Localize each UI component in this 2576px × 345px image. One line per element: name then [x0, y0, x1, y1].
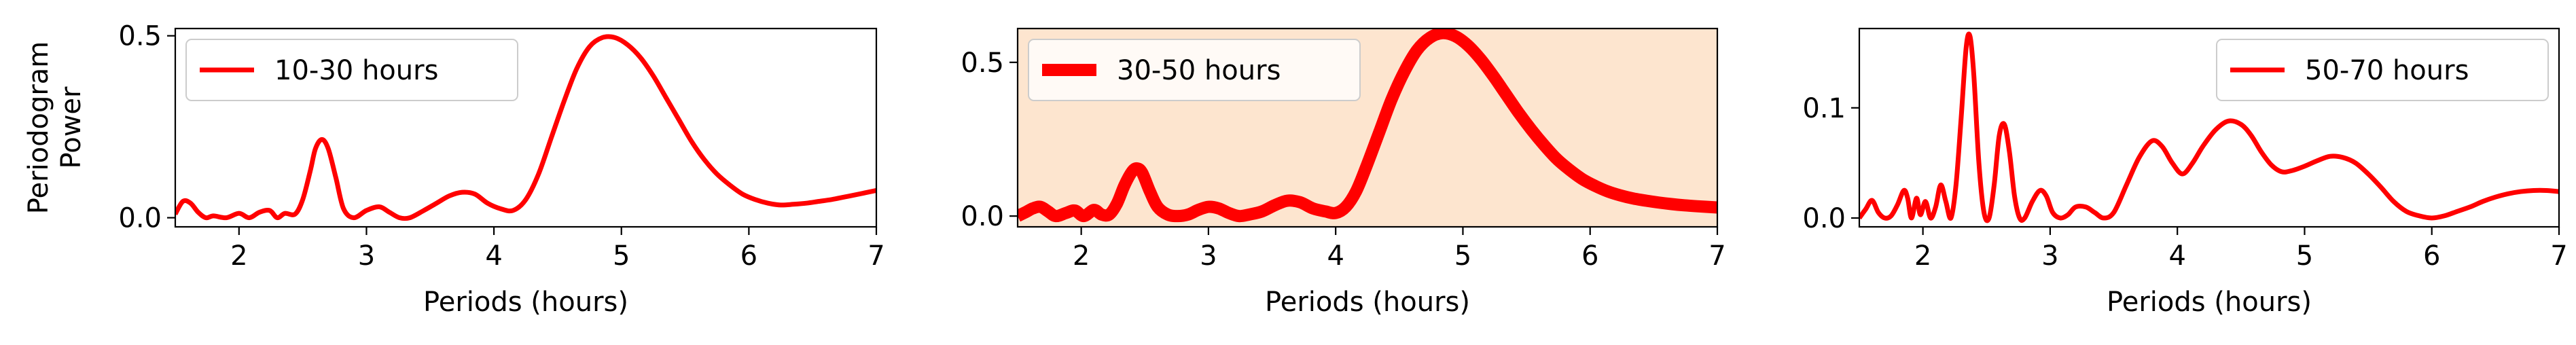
x-tick-label: 2	[1073, 240, 1090, 272]
x-tick-label: 4	[2168, 240, 2185, 272]
legend-box	[185, 39, 518, 101]
legend: 10-30 hours	[185, 39, 518, 101]
x-tick-label: 2	[230, 240, 247, 272]
y-tick-label: 0.5	[118, 21, 162, 52]
x-axis-label: Periods (hours)	[2107, 287, 2312, 318]
y-axis-label: PeriodogramPower	[23, 41, 87, 215]
axes-frame	[1858, 27, 2560, 228]
legend-box	[2216, 39, 2549, 101]
x-tick-label: 3	[2041, 240, 2058, 272]
chart-panel-1: 2 3 4 5 6 7 0.0 0.5 Periods (hours) PeriodogramPo…	[23, 21, 885, 318]
legend-label: 50-70 hours	[2305, 55, 2469, 86]
x-tick-label: 5	[613, 240, 630, 272]
y-tick-label: 0.5	[961, 48, 1004, 79]
legend: 50-70 hours	[2216, 39, 2549, 101]
series-line-1	[1859, 31, 2559, 223]
x-tick-label: 7	[1709, 240, 1725, 272]
x-tick-label: 4	[485, 240, 502, 272]
y-tick-label: 0.0	[118, 203, 162, 234]
x-tick-label: 6	[2423, 240, 2440, 272]
x-tick-label: 2	[1914, 240, 1931, 272]
x-tick-label: 3	[1200, 240, 1217, 272]
series-line-1	[1018, 29, 1717, 223]
legend-label: 30-50 hours	[1117, 55, 1281, 86]
series-line-1	[175, 34, 876, 221]
y-tick-label: 0.1	[1802, 93, 1846, 124]
x-tick-label: 3	[358, 240, 375, 272]
x-tick-label: 5	[1454, 240, 1471, 272]
legend-label: 10-30 hours	[274, 55, 438, 86]
x-tick-label: 7	[2550, 240, 2567, 272]
legend: 30-50 hours	[1028, 39, 1361, 101]
x-axis-label: Periods (hours)	[1265, 287, 1470, 318]
x-axis-label: Periods (hours)	[423, 287, 628, 318]
x-tick-label: 7	[867, 240, 884, 272]
chart-panel-3: 2 3 4 5 6 7 0.0 0.1 Periods (hours) 50-70 hours	[1802, 27, 2568, 318]
axes-frame	[1016, 27, 1719, 228]
chart-panel-2: 2 3 4 5 6 7 0.0 0.5 Periods (hours) 30-50 hours	[961, 27, 1726, 318]
axes-frame	[174, 27, 878, 228]
x-tick-label: 5	[2296, 240, 2313, 272]
x-tick-label: 6	[1581, 240, 1598, 272]
x-tick-label: 4	[1327, 240, 1344, 272]
y-tick-label: 0.0	[1802, 203, 1846, 234]
legend-box	[1028, 39, 1361, 101]
y-tick-label: 0.0	[961, 201, 1004, 232]
x-tick-label: 6	[740, 240, 757, 272]
